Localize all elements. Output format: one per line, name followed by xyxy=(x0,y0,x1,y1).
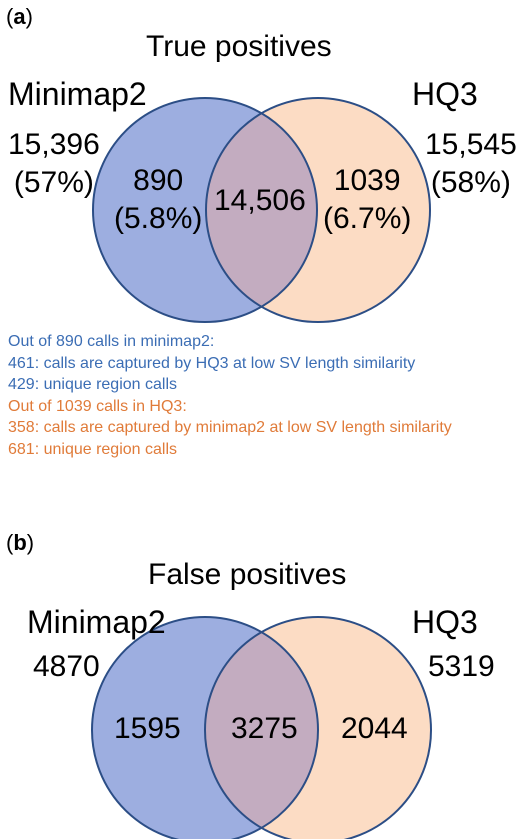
tp-minimap2-name: Minimap2 xyxy=(8,76,147,112)
tp-only-hq3-pct: (6.7%) xyxy=(323,202,412,235)
panel-a-label-close: ) xyxy=(25,4,33,29)
note-line: 681: unique region calls xyxy=(8,440,178,458)
fp-overlap-count: 3275 xyxy=(231,712,298,745)
panel-b-label: (b) xyxy=(6,530,34,556)
tp-only-minimap2-count: 890 xyxy=(133,164,184,197)
panel-a-label: (a) xyxy=(6,4,33,30)
tp-only-minimap2: 890 (5.8%) xyxy=(114,162,202,238)
fp-only-hq3: 2044 xyxy=(341,712,408,745)
panel-a-label-open: ( xyxy=(6,4,14,29)
fp-hq3-outline xyxy=(204,616,432,839)
tp-hq3-name: HQ3 xyxy=(412,76,478,112)
tp-hq3-outline xyxy=(205,97,431,323)
tp-only-hq3-count: 1039 xyxy=(333,164,401,197)
fp-hq3-total: 5319 xyxy=(428,650,495,683)
fp-only-minimap2: 1595 xyxy=(114,712,181,745)
tp-hq3-total-count: 15,545 xyxy=(425,128,517,161)
panel-b-label-letter: b xyxy=(13,530,27,555)
note-line: Out of 890 calls in minimap2: xyxy=(8,333,215,350)
tp-minimap2-total-count: 15,396 xyxy=(8,128,100,161)
tp-minimap2-outline xyxy=(92,97,318,323)
tp-only-hq3: 1039 (6.7%) xyxy=(323,162,411,238)
fp-hq3-name: HQ3 xyxy=(412,604,478,640)
fp-minimap2-name: Minimap2 xyxy=(27,604,166,640)
tp-minimap2-total: 15,396 (57%) xyxy=(8,126,100,202)
panel-a-label-letter: a xyxy=(13,4,26,29)
note-line: Out of 1039 calls in HQ3: xyxy=(8,397,187,415)
tp-hq3-total-pct: (58%) xyxy=(430,166,511,199)
fp-minimap2-outline xyxy=(91,616,319,839)
panel-b-label-open: ( xyxy=(6,530,14,555)
panel-b-title: False positives xyxy=(148,558,347,591)
tp-overlap-count: 14,506 xyxy=(214,184,306,217)
fp-minimap2-total: 4870 xyxy=(33,650,100,683)
panel-a-title: True positives xyxy=(146,30,332,63)
fp-overlap-region xyxy=(205,617,318,839)
tp-notes: Out of 890 calls in minimap2: 461: calls… xyxy=(8,331,452,461)
tp-only-minimap2-pct: (5.8%) xyxy=(114,202,203,235)
panel-b-label-close: ) xyxy=(26,530,35,555)
tp-hq3-total: 15,545 (58%) xyxy=(425,126,517,202)
note-line: 461: calls are captured by HQ3 at low SV… xyxy=(8,354,416,372)
tp-overlap-region xyxy=(206,98,317,322)
note-line: 358: calls are captured by minimap2 at l… xyxy=(8,419,452,437)
tp-minimap2-total-pct: (57%) xyxy=(13,166,94,199)
note-line: 429: unique region calls xyxy=(8,376,178,394)
